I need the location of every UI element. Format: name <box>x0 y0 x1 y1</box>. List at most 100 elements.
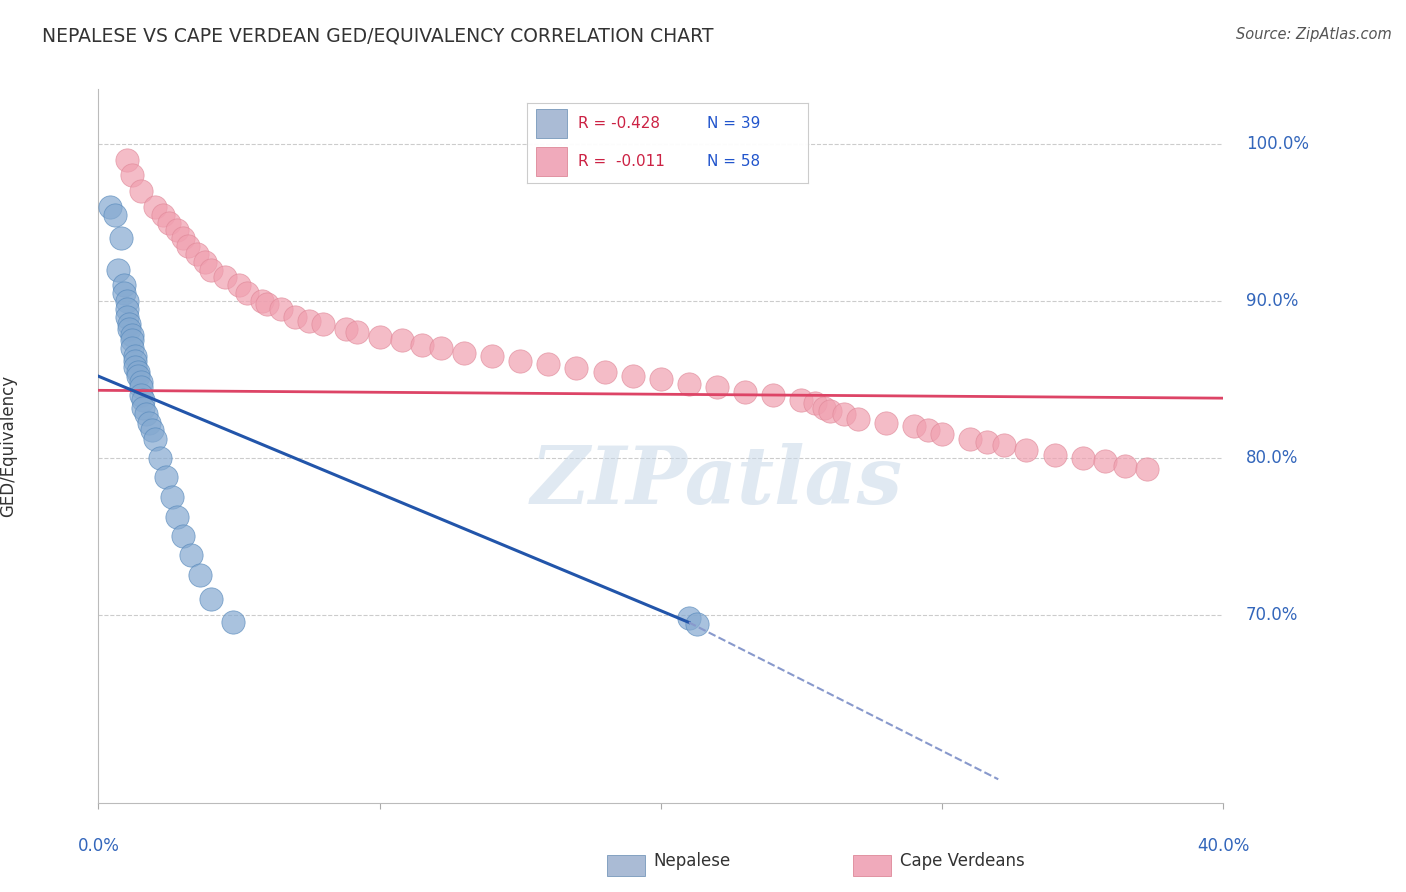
Point <box>149 450 172 465</box>
Point <box>115 153 138 167</box>
Text: N = 58: N = 58 <box>707 153 761 169</box>
Point <box>236 286 259 301</box>
Point <box>141 423 163 437</box>
Point <box>678 611 700 625</box>
Point <box>993 438 1015 452</box>
Point <box>1094 454 1116 468</box>
Point <box>160 490 183 504</box>
Point <box>593 364 616 378</box>
Point <box>132 401 155 415</box>
Point <box>124 353 146 368</box>
Point <box>621 369 644 384</box>
Point <box>312 318 335 332</box>
Point <box>118 322 141 336</box>
Bar <box>536 109 567 138</box>
Text: 100.0%: 100.0% <box>1246 135 1309 153</box>
Point <box>121 333 143 347</box>
Point <box>214 270 236 285</box>
Point <box>846 411 869 425</box>
Point <box>129 380 152 394</box>
Point <box>650 372 672 386</box>
Point <box>143 200 166 214</box>
Point <box>112 286 135 301</box>
Point <box>284 310 307 324</box>
Point <box>1015 442 1038 457</box>
Text: R = -0.428: R = -0.428 <box>578 116 659 131</box>
Point <box>976 435 998 450</box>
Point <box>453 345 475 359</box>
Point <box>98 200 121 214</box>
Point <box>115 301 138 316</box>
Point <box>200 262 222 277</box>
Point <box>1136 461 1159 475</box>
Point <box>391 333 413 347</box>
Point <box>565 361 588 376</box>
Point <box>917 423 939 437</box>
Point <box>186 247 208 261</box>
Point <box>143 432 166 446</box>
Text: ZIPatlas: ZIPatlas <box>531 443 903 520</box>
Point <box>115 293 138 308</box>
Point <box>481 349 503 363</box>
Point <box>129 184 152 198</box>
Point <box>152 208 174 222</box>
Point <box>804 396 827 410</box>
Point <box>1043 448 1066 462</box>
Point <box>818 403 841 417</box>
Point <box>110 231 132 245</box>
Point <box>121 169 143 183</box>
Bar <box>852 855 891 876</box>
Point <box>188 568 211 582</box>
Text: Nepalese: Nepalese <box>654 852 731 870</box>
Point <box>124 349 146 363</box>
Point <box>124 359 146 374</box>
Text: N = 39: N = 39 <box>707 116 761 131</box>
Point <box>706 380 728 394</box>
Point <box>121 341 143 355</box>
Point <box>270 301 292 316</box>
Text: 0.0%: 0.0% <box>77 838 120 855</box>
Point <box>107 262 129 277</box>
Point <box>537 357 560 371</box>
Text: GED/Equivalency: GED/Equivalency <box>0 375 17 517</box>
Point <box>129 388 152 402</box>
Point <box>509 353 531 368</box>
Text: 80.0%: 80.0% <box>1246 449 1298 467</box>
Point <box>121 328 143 343</box>
Point <box>135 407 157 421</box>
Point <box>172 231 194 245</box>
Point <box>903 419 925 434</box>
Point <box>155 469 177 483</box>
Point <box>346 326 368 340</box>
Bar <box>536 147 567 176</box>
Bar <box>607 855 645 876</box>
Point <box>1114 458 1136 473</box>
Point <box>194 254 217 268</box>
Text: R =  -0.011: R = -0.011 <box>578 153 665 169</box>
Point <box>138 417 160 431</box>
Point <box>127 364 149 378</box>
Point <box>790 392 813 407</box>
Point <box>1071 450 1094 465</box>
Point <box>734 384 756 399</box>
Point <box>931 427 953 442</box>
Point <box>686 617 709 632</box>
Text: 70.0%: 70.0% <box>1246 606 1298 624</box>
Point <box>115 310 138 324</box>
Point <box>166 223 188 237</box>
Point <box>813 401 835 415</box>
Point <box>875 417 897 431</box>
Point <box>172 529 194 543</box>
Point <box>335 322 357 336</box>
Point <box>228 278 250 293</box>
Text: Source: ZipAtlas.com: Source: ZipAtlas.com <box>1236 27 1392 42</box>
Point <box>177 239 200 253</box>
Point <box>430 341 453 355</box>
Point <box>132 392 155 407</box>
Text: Cape Verdeans: Cape Verdeans <box>900 852 1025 870</box>
Point <box>222 615 245 630</box>
Point <box>157 215 180 229</box>
Point <box>250 293 273 308</box>
Point <box>678 377 700 392</box>
Point <box>411 338 433 352</box>
